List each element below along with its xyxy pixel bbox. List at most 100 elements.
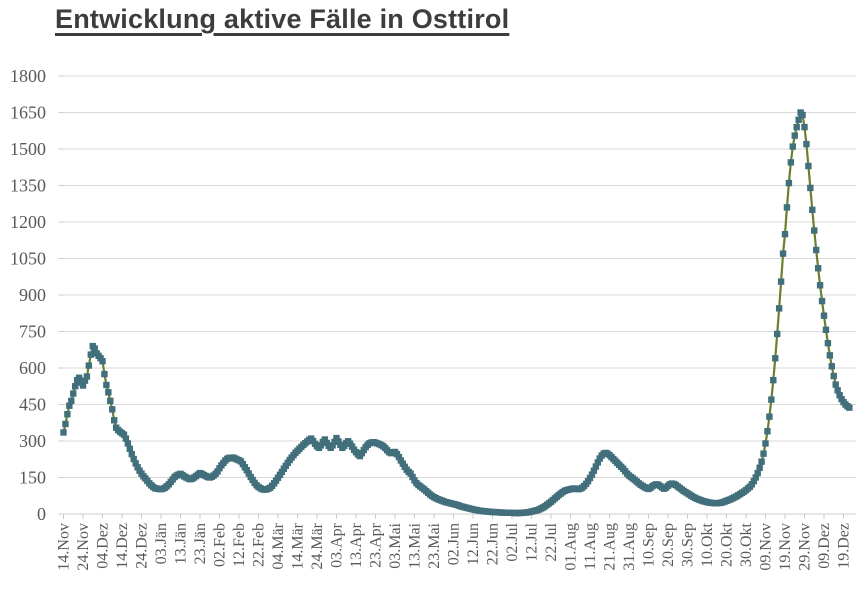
x-axis-tick-label: 29.Nov [797,523,814,571]
data-point-marker [333,434,340,442]
x-axis-tick-label: 21.Aug [602,523,619,571]
y-axis-tick-label: 150 [19,468,46,488]
x-axis-tick-label: 14.Nov [56,523,73,571]
y-axis-tick-label: 1050 [10,249,46,269]
data-point-marker [779,250,787,257]
data-point-marker [81,377,89,384]
data-point-marker [764,428,771,435]
data-point-marker [811,227,818,234]
data-point-marker [781,230,789,238]
x-axis-tick-label: 23.Mai [426,522,443,568]
data-point-marker [243,467,250,474]
data-point-marker [777,278,785,285]
data-point-marker [760,450,767,457]
data-point-marker [335,438,342,445]
data-point-marker [783,204,791,211]
data-point-marker [62,420,69,428]
x-axis-tick-label: 22.Feb [251,523,268,567]
data-point-marker [814,265,822,272]
data-point-marker [750,477,757,485]
data-point-marker [774,330,781,338]
x-axis-tick-label: 09.Dez [816,523,833,569]
data-point-marker [321,436,328,443]
x-axis-tick-label: 12.Feb [231,523,248,567]
data-point-marker [120,431,128,438]
data-point-marker [828,363,835,370]
x-axis-tick-label: 02.Feb [212,523,229,567]
data-point-marker [68,397,75,405]
y-axis-tick-label: 1500 [10,139,46,159]
data-point-marker [803,140,810,148]
data-point-marker [826,352,834,359]
x-axis-tick-label: 10.Sep [641,523,658,567]
x-axis-tick-label: 20.Sep [660,523,677,567]
data-point-marker [836,392,843,399]
data-point-marker [766,413,773,420]
x-axis-tick-label: 24.Nov [75,523,92,571]
data-point-marker [787,159,795,166]
x-axis-tick-label: 30.Sep [680,523,697,567]
data-point-marker [126,445,133,452]
x-axis-tick-label: 24.Dez [134,523,151,569]
x-axis-tick-label: 14.Dez [114,523,131,569]
data-point-marker [101,370,108,378]
data-point-marker [407,470,414,477]
data-point-marker [807,184,814,192]
data-point-marker [805,162,812,170]
y-axis-tick-label: 450 [19,395,46,415]
data-point-marker [66,402,73,409]
x-axis-tick-label: 12.Jul [524,522,541,561]
data-point-marker [79,382,87,389]
x-axis-tick-label: 13.Mai [407,522,424,568]
data-point-marker [83,373,91,380]
x-axis-tick-label: 20.Okt [719,522,736,567]
data-point-marker [816,282,824,289]
x-axis-tick-label: 19.Dez [836,523,853,569]
data-point-marker [134,464,141,471]
data-point-marker [795,116,802,123]
data-point-marker [770,376,777,384]
x-axis-tick-label: 13.Apr [348,522,365,568]
data-point-marker [122,435,130,442]
y-axis-tick-label: 300 [19,431,46,451]
x-axis-tick-label: 14.Mär [290,522,307,569]
x-axis-tick-label: 09.Nov [758,523,775,571]
data-point-marker [785,179,793,187]
data-point-marker [60,429,67,436]
y-axis-tick-label: 1200 [10,212,46,232]
data-point-marker [132,460,139,467]
y-axis-tick-label: 600 [19,358,46,378]
data-point-marker [789,143,796,150]
data-point-marker [813,246,820,254]
data-point-marker [754,469,761,477]
x-axis-tick-label: 03.Mai [387,522,404,568]
data-point-marker [245,470,252,477]
data-point-marker [72,383,79,390]
data-point-marker [772,355,779,362]
data-point-marker [846,404,853,411]
data-point-marker [103,381,110,389]
data-point-marker [128,450,135,458]
series-line [62,111,851,515]
data-point-marker [801,123,808,131]
data-point-marker [586,474,594,482]
data-point-marker [91,345,98,352]
x-axis-tick-label: 11.Aug [582,523,599,570]
x-axis-tick-label: 04.Mär [270,522,287,569]
data-point-marker [594,459,601,466]
data-point-marker [409,473,416,481]
data-point-marker [70,390,77,397]
x-axis-tick-label: 12.Jun [465,523,482,565]
data-point-marker [756,464,763,471]
data-point-marker [395,453,403,461]
data-point-marker [124,440,132,447]
x-axis-tick-label: 10.Okt [699,522,716,567]
y-axis-tick-label: 750 [19,322,46,342]
x-axis-tick-label: 19.Nov [777,523,794,571]
data-point-marker [111,417,118,424]
data-point-marker [588,471,596,478]
data-point-marker [832,381,839,388]
data-point-marker [768,396,775,403]
